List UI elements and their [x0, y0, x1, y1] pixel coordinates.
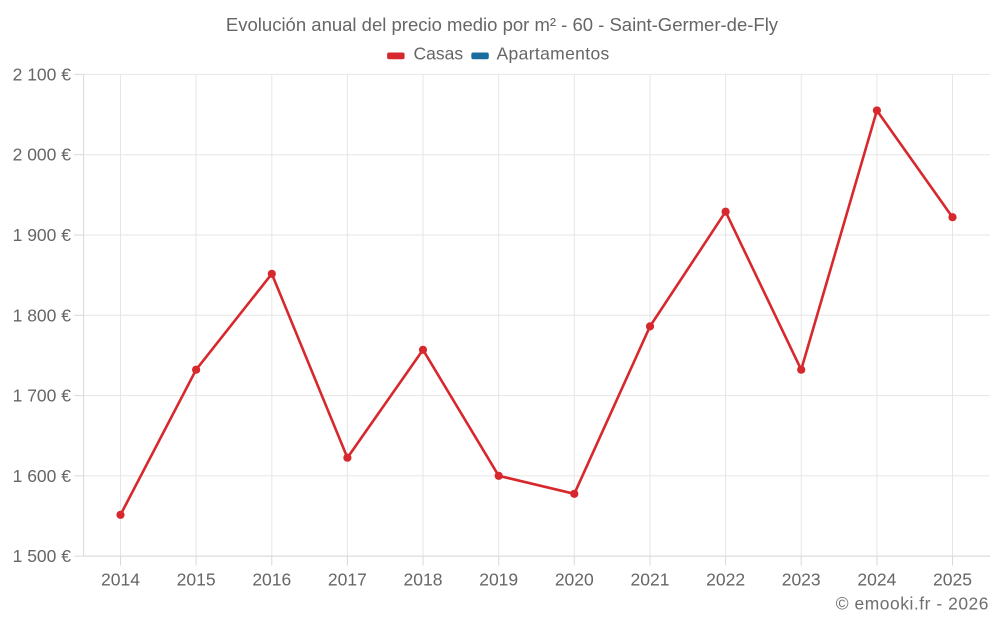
svg-text:2021: 2021 — [631, 570, 670, 590]
svg-text:2016: 2016 — [252, 570, 291, 590]
svg-text:1 500 €: 1 500 € — [13, 546, 72, 566]
svg-text:2022: 2022 — [706, 570, 745, 590]
svg-text:2014: 2014 — [101, 570, 140, 590]
svg-text:1 800 €: 1 800 € — [13, 305, 72, 325]
svg-text:1 600 €: 1 600 € — [13, 466, 72, 486]
svg-text:1 900 €: 1 900 € — [13, 225, 72, 245]
svg-text:2015: 2015 — [177, 570, 216, 590]
svg-text:1 700 €: 1 700 € — [13, 386, 72, 406]
svg-text:2025: 2025 — [933, 570, 972, 590]
svg-text:2024: 2024 — [857, 570, 896, 590]
svg-text:2 000 €: 2 000 € — [13, 145, 72, 165]
svg-text:2018: 2018 — [404, 570, 443, 590]
svg-text:© emooki.fr - 2026: © emooki.fr - 2026 — [836, 594, 989, 614]
svg-text:2023: 2023 — [782, 570, 821, 590]
svg-text:2020: 2020 — [555, 570, 594, 590]
svg-text:2019: 2019 — [479, 570, 518, 590]
svg-text:Casas: Casas — [414, 44, 464, 64]
svg-text:2017: 2017 — [328, 570, 367, 590]
svg-text:Evolución anual del precio med: Evolución anual del precio medio por m² … — [226, 14, 779, 35]
svg-text:2 100 €: 2 100 € — [13, 64, 72, 84]
svg-text:Apartamentos: Apartamentos — [497, 44, 610, 64]
